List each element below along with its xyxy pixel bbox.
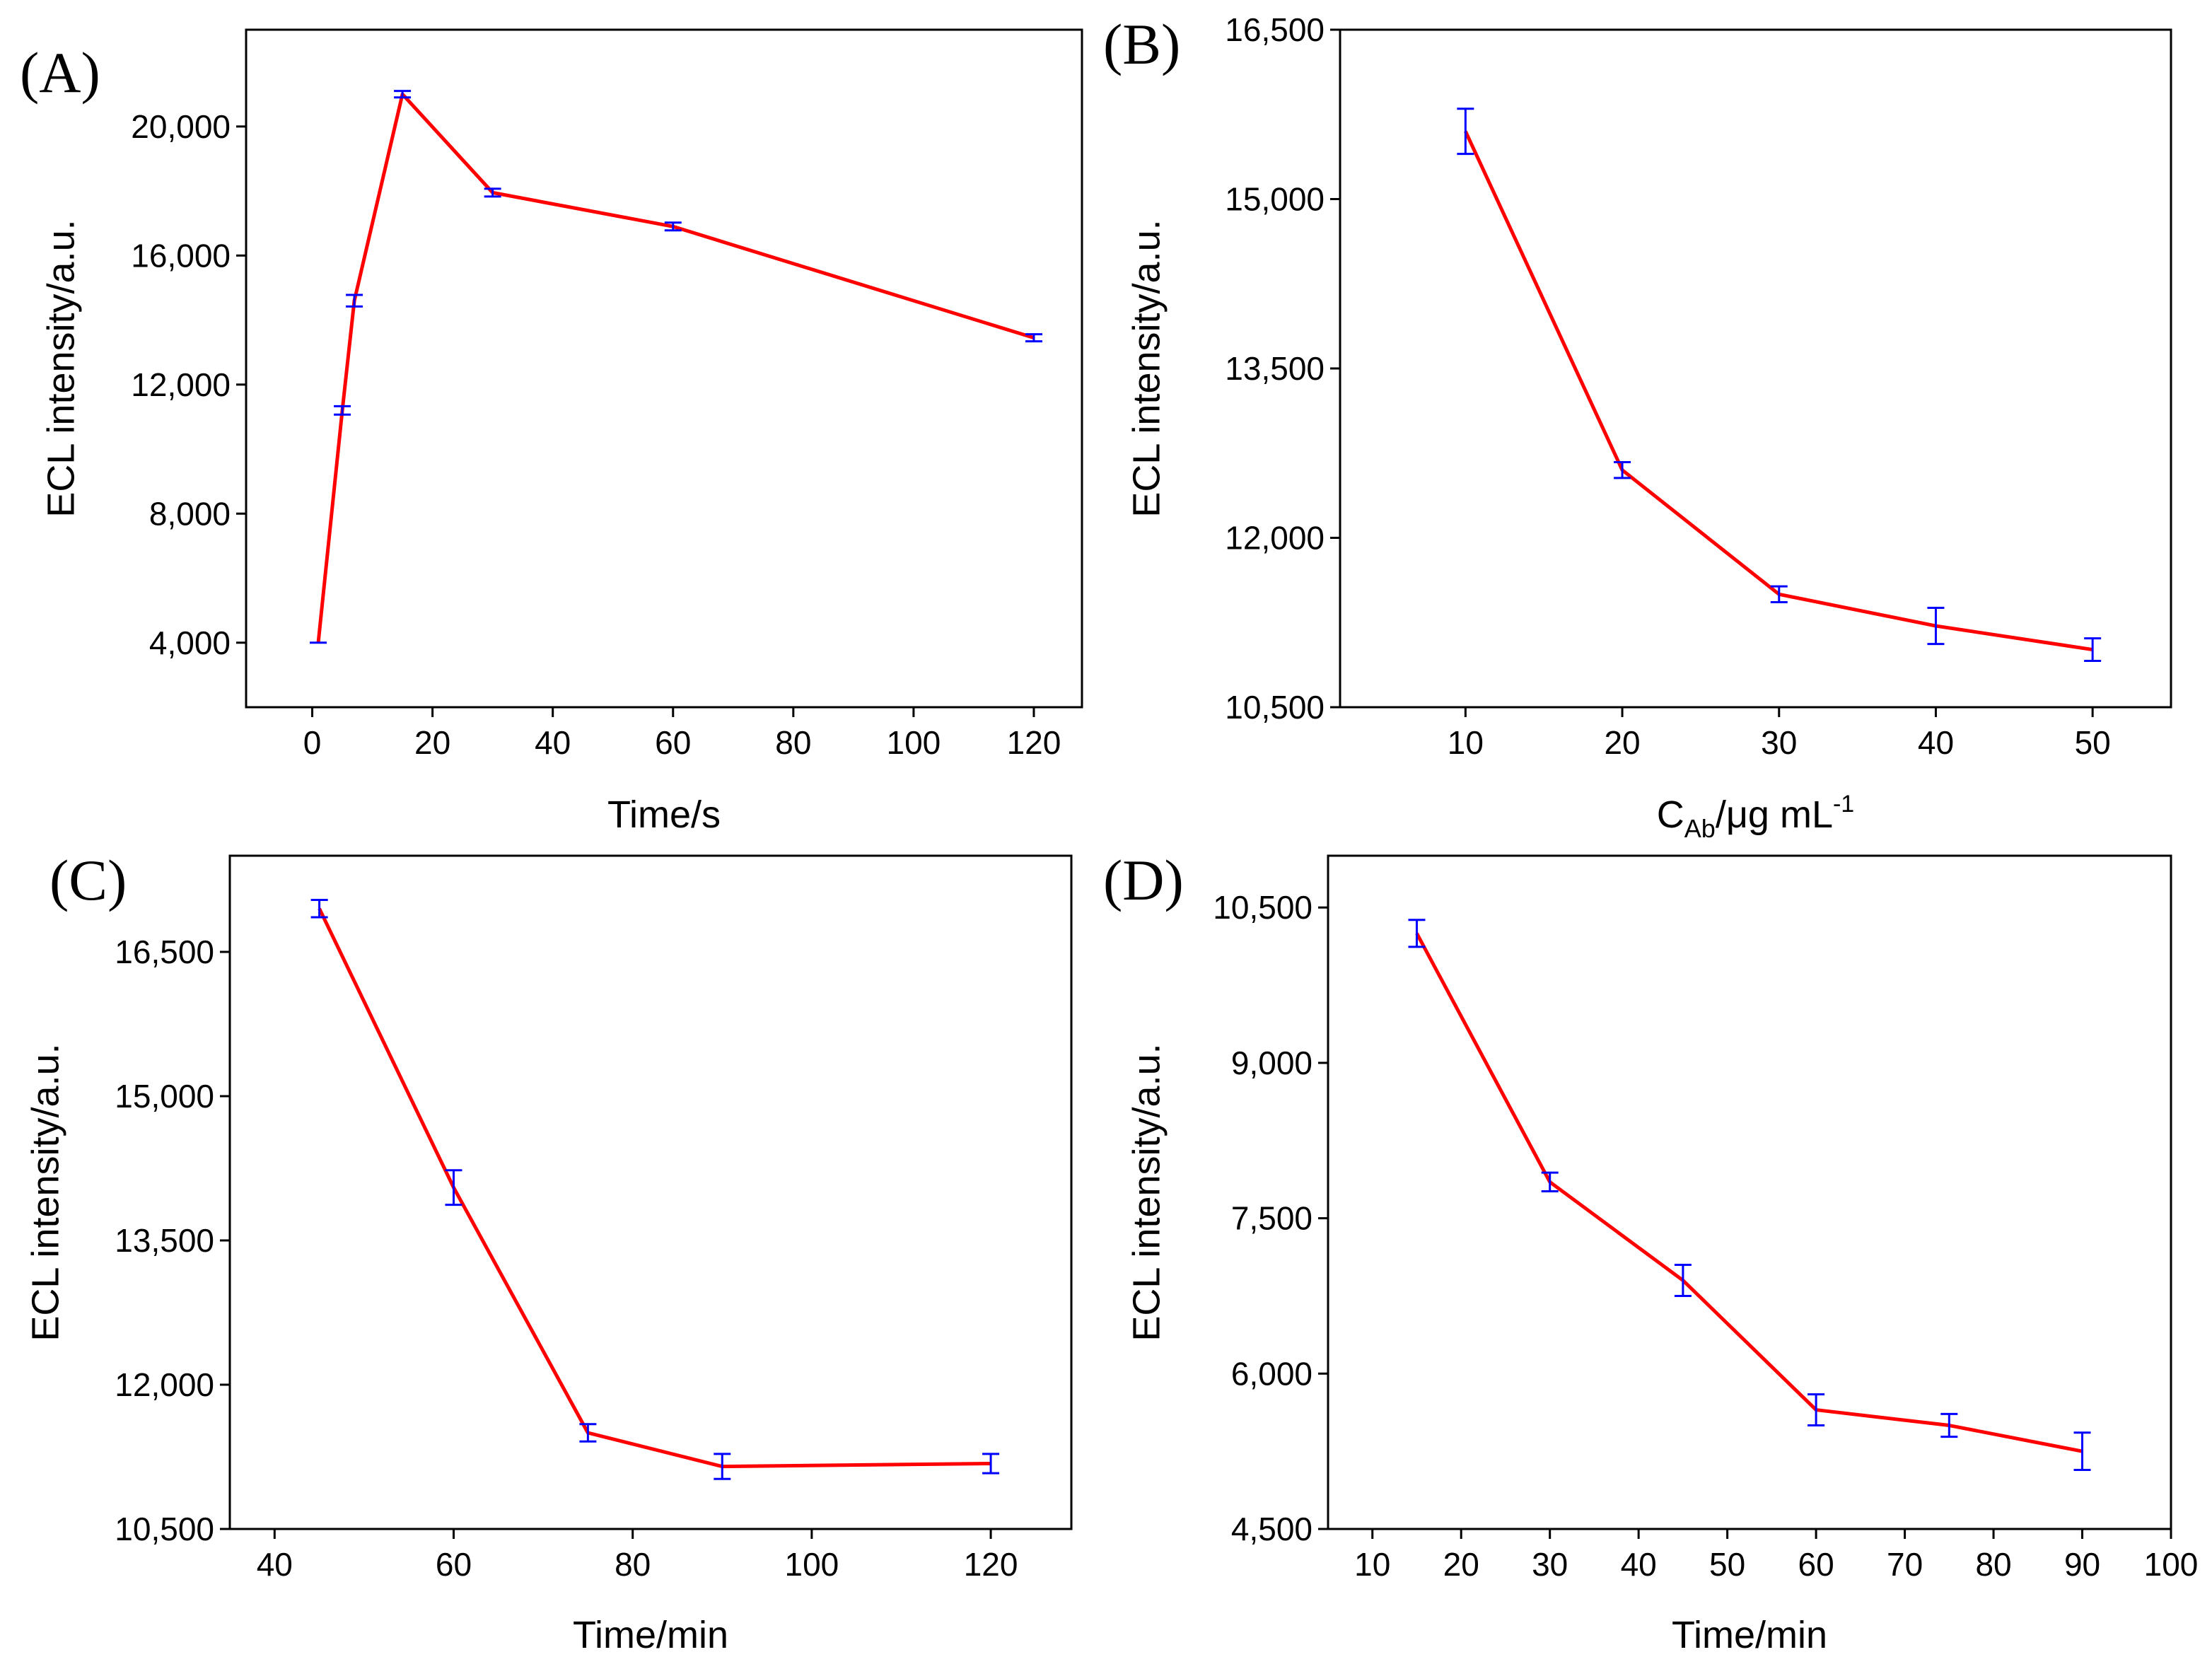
y-tick-label: 7,500 <box>1231 1200 1312 1237</box>
data-point-error-bar <box>1808 1393 1825 1427</box>
data-point-error-bar <box>1025 333 1042 343</box>
data-point-error-bar <box>2084 637 2102 663</box>
x-tick-label: 30 <box>1761 724 1797 761</box>
chart-panel-b: 10 20 30 40 50 10,500 12,000 13,500 15,000 16,500… <box>1103 11 2172 843</box>
y-tick-label: 4,000 <box>149 624 231 661</box>
x-tick-label: 60 <box>436 1546 472 1583</box>
y-tick-label: 16,000 <box>131 237 231 274</box>
series-line <box>318 907 991 1469</box>
x-axis-title: Time/min <box>1672 1614 1827 1656</box>
series-line <box>1415 932 2083 1453</box>
data-point-error-bar <box>394 90 412 99</box>
y-tick-label: 6,000 <box>1231 1355 1312 1392</box>
x-tick-label: 50 <box>2075 724 2111 761</box>
data-point-error-bar <box>1408 919 1426 948</box>
y-tick-label: 15,000 <box>115 1078 214 1115</box>
x-tick-label: 60 <box>1798 1546 1834 1583</box>
x-tick-label: 100 <box>2144 1546 2199 1583</box>
y-tick-label: 10,500 <box>1225 689 1325 726</box>
chart-panel-d: 10 20 30 40 50 60 70 80 90 100 4,500 6,000 7,500 9,00… <box>1103 848 2198 1656</box>
x-tick-label: 120 <box>1007 724 1061 761</box>
y-tick-label: 16,500 <box>1225 11 1325 48</box>
y-tick-label: 4,500 <box>1231 1511 1312 1547</box>
x-tick-label: 40 <box>1621 1546 1657 1583</box>
panel-label: (C) <box>50 848 127 912</box>
y-tick-label: 8,000 <box>149 495 231 532</box>
data-point-error-bar <box>346 293 363 308</box>
y-tick-label: 13,500 <box>1225 350 1325 387</box>
x-tick-label: 40 <box>1918 724 1954 761</box>
x-tick-label: 0 <box>303 724 322 761</box>
plot-frame <box>1327 854 2172 1530</box>
x-tick-label: 80 <box>615 1546 651 1583</box>
x-tick-label: 100 <box>784 1546 839 1583</box>
x-tick-label: 10 <box>1448 724 1484 761</box>
x-tick-label: 20 <box>1443 1546 1479 1583</box>
data-point-error-bar <box>310 899 328 919</box>
y-tick-label: 12,000 <box>131 366 231 403</box>
panel-label: (B) <box>1103 12 1180 76</box>
data-point-error-bar <box>982 1453 1000 1475</box>
data-point-error-bar <box>1770 585 1788 604</box>
chart-panel-a: 0 20 40 60 80 100 120 4,000 8,000 12,000 16,000 20,… <box>20 28 1083 836</box>
y-tick-label: 16,500 <box>115 934 214 970</box>
y-tick-label: 13,500 <box>115 1222 214 1259</box>
x-tick-label: 40 <box>257 1546 293 1583</box>
x-tick-label: 80 <box>1975 1546 2011 1583</box>
x-tick-label: 70 <box>1887 1546 1923 1583</box>
data-point-error-bar <box>579 1423 597 1443</box>
y-axis-title: ECL intensity/a.u. <box>40 219 82 517</box>
y-tick-label: 9,000 <box>1231 1045 1312 1081</box>
x-tick-label: 20 <box>414 724 450 761</box>
panel-label: (D) <box>1103 848 1184 912</box>
data-point-error-bar <box>1457 107 1474 156</box>
series-line <box>1464 130 2093 652</box>
chart-panel-c: 40 60 80 100 120 10,500 12,000 13,500 15,000 16,5… <box>24 848 1073 1656</box>
x-tick-label: 80 <box>775 724 811 761</box>
y-axis-title: ECL intensity/a.u. <box>1125 219 1168 517</box>
data-point-error-bar <box>1674 1264 1692 1297</box>
x-tick-label: 90 <box>2064 1546 2100 1583</box>
data-point-error-bar <box>714 1453 731 1480</box>
data-point-error-bar <box>2073 1431 2091 1472</box>
data-point-error-bar <box>1614 461 1631 479</box>
data-point-error-bar <box>1927 606 1945 646</box>
y-axis-title: ECL intensity/a.u. <box>24 1043 66 1341</box>
y-tick-label: 10,500 <box>115 1511 214 1547</box>
x-axis-title: CAb/μg mL-1 <box>1657 791 1854 843</box>
plot-frame <box>245 28 1083 709</box>
x-tick-label: 40 <box>535 724 571 761</box>
x-tick-label: 20 <box>1604 724 1640 761</box>
data-point-error-bar <box>445 1169 462 1206</box>
y-tick-label: 15,000 <box>1225 181 1325 218</box>
plot-frame <box>228 854 1073 1530</box>
x-tick-label: 10 <box>1354 1546 1390 1583</box>
x-axis-title: Time/s <box>607 793 721 836</box>
panel-label: (A) <box>20 40 100 105</box>
data-point-error-bar <box>484 187 501 198</box>
x-tick-label: 60 <box>655 724 691 761</box>
y-axis-title: ECL intensity/a.u. <box>1125 1043 1168 1341</box>
x-tick-label: 100 <box>887 724 941 761</box>
series-line <box>316 92 1035 644</box>
data-point-error-bar <box>1541 1171 1559 1193</box>
data-point-error-bar <box>334 405 351 416</box>
x-tick-label: 50 <box>1709 1546 1745 1583</box>
y-tick-label: 12,000 <box>1225 520 1325 557</box>
x-axis-title: Time/min <box>573 1614 728 1656</box>
y-tick-label: 20,000 <box>131 108 231 145</box>
x-tick-label: 120 <box>964 1546 1018 1583</box>
data-point-error-bar <box>664 221 682 232</box>
y-tick-label: 10,500 <box>1213 889 1312 926</box>
y-tick-label: 12,000 <box>115 1366 214 1403</box>
data-point-error-bar <box>1940 1412 1958 1438</box>
x-tick-label: 30 <box>1532 1546 1568 1583</box>
